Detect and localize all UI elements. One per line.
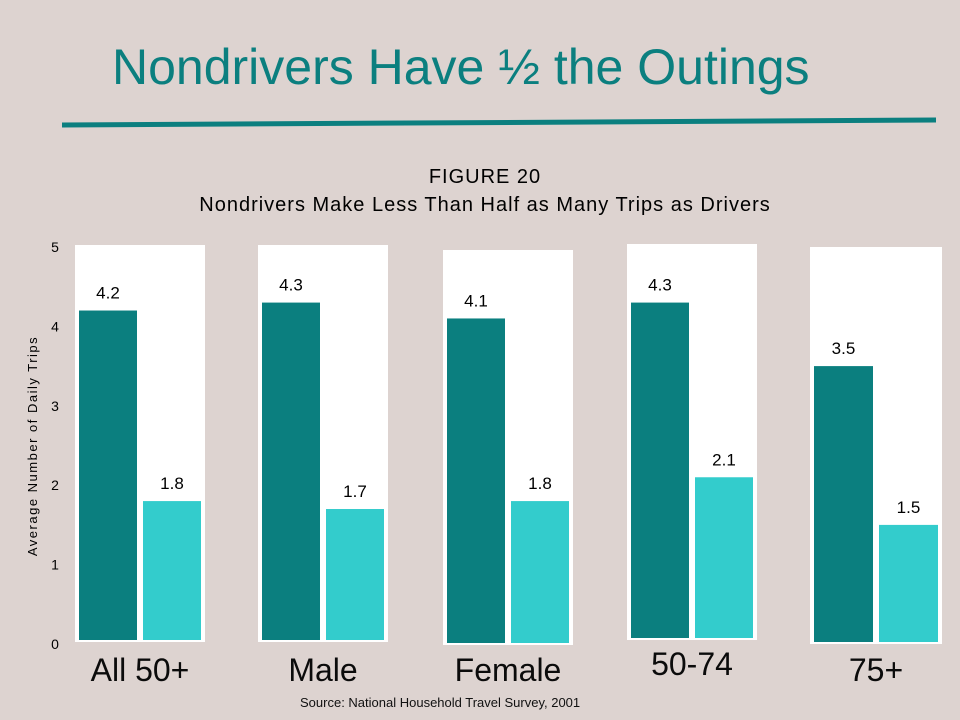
bar-value-label: 4.3	[279, 276, 303, 295]
y-tick-label: 3	[51, 398, 59, 414]
y-tick-label: 4	[51, 318, 59, 334]
bar-drivers	[631, 302, 689, 638]
bar-value-label: 1.8	[160, 474, 184, 493]
bar-value-label: 4.3	[648, 276, 672, 295]
category-label: Male	[288, 652, 358, 688]
bar-value-label: 4.1	[464, 291, 488, 310]
y-tick-label: 2	[51, 477, 59, 493]
chart-subtitle: Nondrivers Make Less Than Half as Many T…	[199, 194, 770, 216]
bar-value-label: 2.1	[712, 450, 736, 469]
bar-drivers	[79, 310, 137, 640]
category-label: Female	[454, 652, 562, 688]
y-tick-label: 1	[51, 557, 59, 573]
category-label: 75+	[848, 652, 904, 688]
bar-nondrivers	[879, 524, 938, 642]
y-axis-label: Average Number of Daily Trips	[25, 336, 40, 556]
bar-value-label: 1.7	[343, 482, 367, 501]
category-label: All 50+	[90, 652, 190, 688]
bar-nondrivers	[695, 477, 753, 638]
slide-title: Nondrivers Have ½ the Outings	[112, 39, 810, 95]
y-axis-ticks: 0 1 2 3 4 5	[51, 239, 59, 652]
title-underline	[61, 117, 937, 128]
category-label: 50-74	[651, 646, 733, 682]
bar-value-label: 4.2	[96, 284, 120, 303]
chart-panels: 4.2 1.8 4.3 1.7 4.1 1.8 4.3 2.1 3.5 1.5	[75, 244, 942, 645]
bar-nondrivers	[143, 501, 201, 640]
y-tick-label: 0	[51, 636, 59, 652]
bar-drivers	[814, 366, 873, 642]
bar-value-label: 1.5	[897, 498, 921, 517]
bar-nondrivers	[326, 509, 384, 640]
chart-title: FIGURE 20	[429, 166, 541, 188]
y-tick-label: 5	[51, 239, 59, 255]
source-note: Source: National Household Travel Survey…	[300, 695, 581, 710]
bar-value-label: 1.8	[528, 474, 552, 493]
bar-value-label: 3.5	[832, 339, 856, 358]
bar-drivers	[262, 302, 320, 640]
bar-drivers	[447, 318, 505, 643]
bar-nondrivers	[511, 501, 569, 643]
